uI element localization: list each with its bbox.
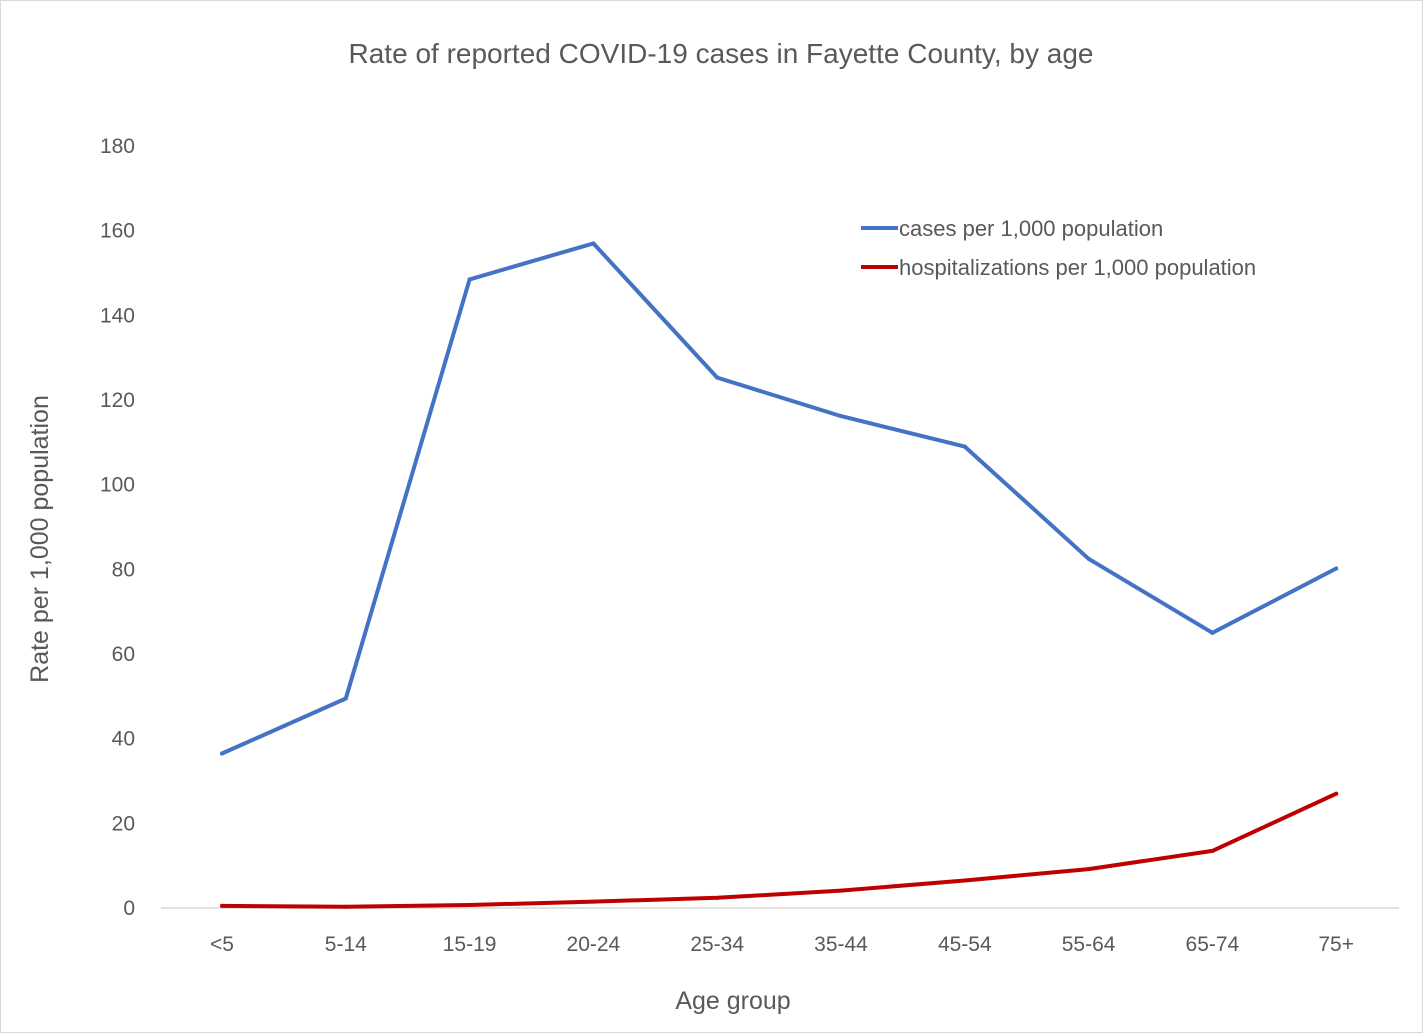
x-tick-label: 45-54 (938, 933, 992, 956)
data-point (591, 899, 596, 904)
y-tick-label: 120 (100, 389, 135, 412)
y-tick-label: 20 (112, 812, 135, 835)
legend: cases per 1,000 population hospitalizatio… (861, 216, 1256, 280)
series-line-cases (220, 241, 1339, 756)
x-tick-label: 5-14 (325, 933, 367, 956)
data-point (1086, 867, 1091, 872)
y-tick-label: 60 (112, 643, 135, 666)
data-point (467, 903, 472, 908)
data-point (1210, 630, 1215, 635)
x-axis-title: Age group (675, 987, 790, 1015)
data-point (839, 414, 843, 419)
x-tick-label: 15-19 (443, 933, 497, 956)
x-tick-label: 35-44 (814, 933, 868, 956)
data-point (220, 751, 224, 756)
data-point (715, 375, 720, 380)
data-point (1334, 566, 1339, 571)
series-line-hospitalizations (220, 791, 1339, 909)
y-tick-label: 40 (112, 728, 135, 751)
data-point (962, 878, 967, 883)
series-lines (220, 241, 1339, 909)
data-point (1086, 556, 1091, 561)
data-point (467, 277, 472, 282)
y-tick-label: 0 (123, 897, 135, 920)
x-tick-label: 20-24 (567, 933, 621, 956)
x-tick-label: 55-64 (1062, 933, 1116, 956)
y-tick-label: 180 (100, 135, 135, 158)
data-point (1210, 848, 1215, 853)
y-axis-title: Rate per 1,000 population (26, 395, 54, 683)
data-point (591, 241, 596, 246)
x-tick-label: 25-34 (690, 933, 744, 956)
data-point (715, 895, 720, 900)
x-tick-label: 75+ (1318, 933, 1354, 956)
data-point (962, 444, 967, 449)
x-tick-label: 65-74 (1186, 933, 1240, 956)
data-point (343, 904, 348, 909)
y-tick-label: 160 (100, 220, 135, 243)
data-point (220, 903, 224, 908)
chart-title: Rate of reported COVID-19 cases in Fayet… (349, 38, 1094, 69)
data-point (839, 888, 843, 893)
legend-label: hospitalizations per 1,000 population (899, 255, 1256, 280)
data-point (343, 696, 348, 701)
y-axis-ticks: 0 20 40 60 80 100 120 140 160 180 (100, 135, 135, 920)
x-tick-label: <5 (210, 933, 234, 956)
y-tick-label: 100 (100, 474, 135, 497)
y-tick-label: 80 (112, 558, 135, 581)
data-point (1334, 791, 1339, 796)
legend-label: cases per 1,000 population (899, 216, 1163, 241)
y-tick-label: 140 (100, 304, 135, 327)
x-axis-ticks: <5 5-14 15-19 20-24 25-34 35-44 45-54 55-64 65-7… (210, 933, 1354, 956)
